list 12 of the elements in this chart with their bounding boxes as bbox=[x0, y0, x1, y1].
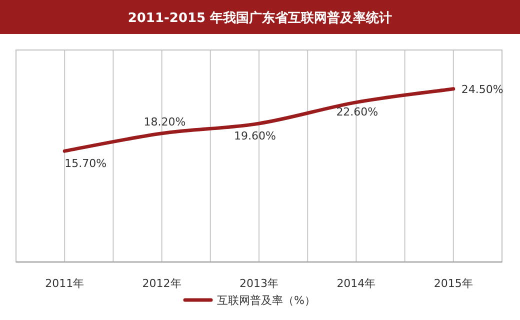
data-label: 22.60% bbox=[336, 105, 378, 118]
data-label: 19.60% bbox=[234, 129, 276, 142]
x-tick-label: 2014年 bbox=[336, 277, 376, 290]
x-tick-label: 2012年 bbox=[142, 277, 182, 290]
x-tick-label: 2015年 bbox=[434, 277, 473, 290]
chart-title: 2011-2015 年我国广东省互联网普及率统计 bbox=[128, 10, 392, 26]
data-label: 18.20% bbox=[144, 115, 186, 128]
data-label: 15.70% bbox=[64, 157, 107, 170]
x-tick-label: 2013年 bbox=[240, 277, 278, 290]
data-label: 24.50% bbox=[461, 82, 504, 96]
x-tick-label: 2011年 bbox=[45, 277, 84, 290]
legend-label: 互联网普及率（%） bbox=[217, 294, 316, 307]
